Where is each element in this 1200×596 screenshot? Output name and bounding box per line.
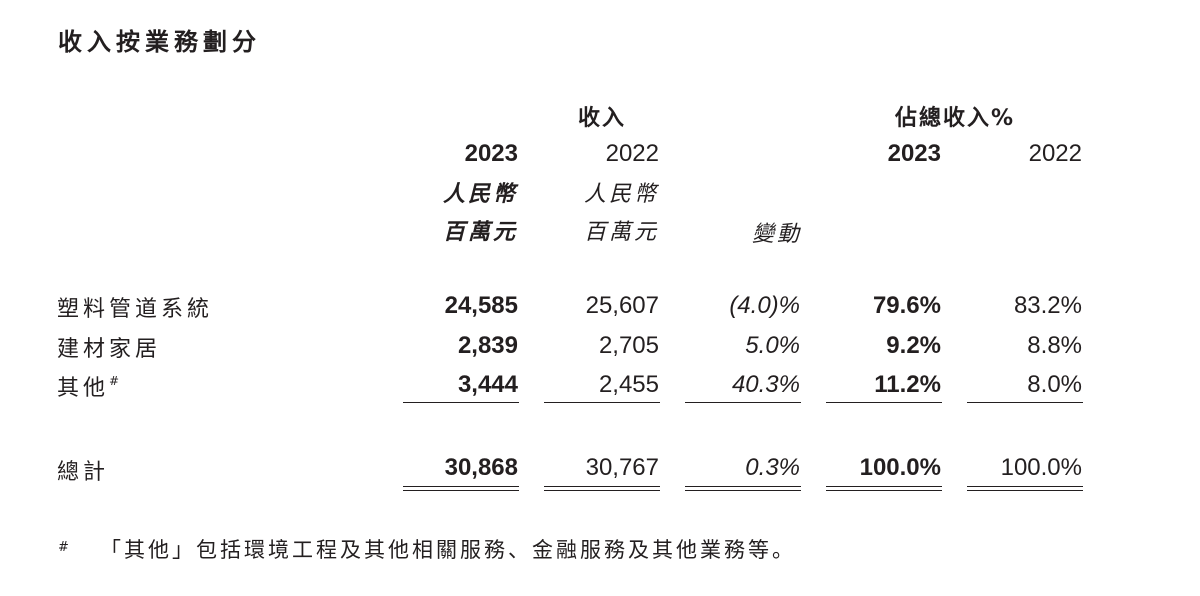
subtotal-rule — [685, 402, 801, 403]
rev-2023-unit: 百萬元 — [442, 220, 518, 245]
row-rev-2023: 24,585 — [444, 292, 518, 319]
share-2023-year: 2023 — [887, 140, 941, 167]
row-label: 建材家居 — [57, 337, 162, 362]
total-share-2023: 100.0% — [859, 454, 941, 481]
row-change: (4.0)% — [729, 292, 800, 319]
row-share-2023: 9.2% — [886, 332, 941, 359]
rev-2023-currency: 人民幣 — [442, 182, 518, 207]
row-share-2023: 79.6% — [872, 292, 941, 319]
row-label: 其他# — [57, 374, 124, 401]
row-rev-2022: 2,705 — [598, 332, 659, 359]
subtotal-rule — [967, 402, 1083, 403]
footnote-marker: # — [109, 374, 124, 388]
row-label: 塑料管道系統 — [57, 297, 214, 322]
subtotal-rule — [826, 402, 942, 403]
row-rev-2022: 25,607 — [585, 292, 659, 319]
row-rev-2023: 2,839 — [457, 332, 518, 359]
change-header: 變動 — [751, 222, 802, 247]
share-2022-year: 2022 — [1028, 140, 1082, 167]
rev-2022-currency: 人民幣 — [583, 182, 659, 207]
total-rev-2023: 30,868 — [444, 454, 518, 481]
total-label: 總計 — [57, 460, 110, 485]
rev-2022-year: 2022 — [605, 140, 659, 167]
page-title: 收入按業務劃分 — [58, 28, 261, 56]
footnote-text: 「其他」包括環境工程及其他相關服務、金融服務及其他業務等。 — [100, 538, 796, 562]
row-rev-2022: 2,455 — [598, 371, 659, 398]
total-rev-2022: 30,767 — [585, 454, 659, 481]
row-rev-2023: 3,444 — [457, 371, 518, 398]
total-double-rule — [544, 486, 660, 491]
total-change: 0.3% — [745, 454, 800, 481]
row-share-2022: 8.8% — [1027, 332, 1082, 359]
revenue-group-header: 收入 — [577, 106, 626, 131]
footnote-mark: # — [58, 540, 69, 555]
rev-2022-unit: 百萬元 — [583, 220, 659, 245]
total-double-rule — [826, 486, 942, 491]
row-change: 40.3% — [731, 371, 800, 398]
row-change: 5.0% — [745, 332, 800, 359]
total-share-2022: 100.0% — [1000, 454, 1082, 481]
total-double-rule — [685, 486, 801, 491]
total-double-rule — [403, 486, 519, 491]
row-share-2022: 8.0% — [1027, 371, 1082, 398]
subtotal-rule — [544, 402, 660, 403]
rev-2023-year: 2023 — [464, 140, 518, 167]
total-double-rule — [967, 486, 1083, 491]
subtotal-rule — [403, 402, 519, 403]
share-group-header: 佔總收入% — [894, 106, 1016, 131]
row-share-2022: 83.2% — [1013, 292, 1082, 319]
row-share-2023: 11.2% — [874, 371, 941, 398]
